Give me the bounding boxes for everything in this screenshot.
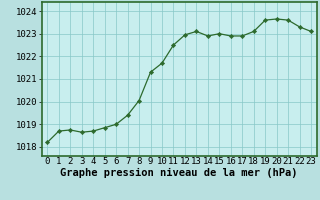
X-axis label: Graphe pression niveau de la mer (hPa): Graphe pression niveau de la mer (hPa) bbox=[60, 168, 298, 178]
